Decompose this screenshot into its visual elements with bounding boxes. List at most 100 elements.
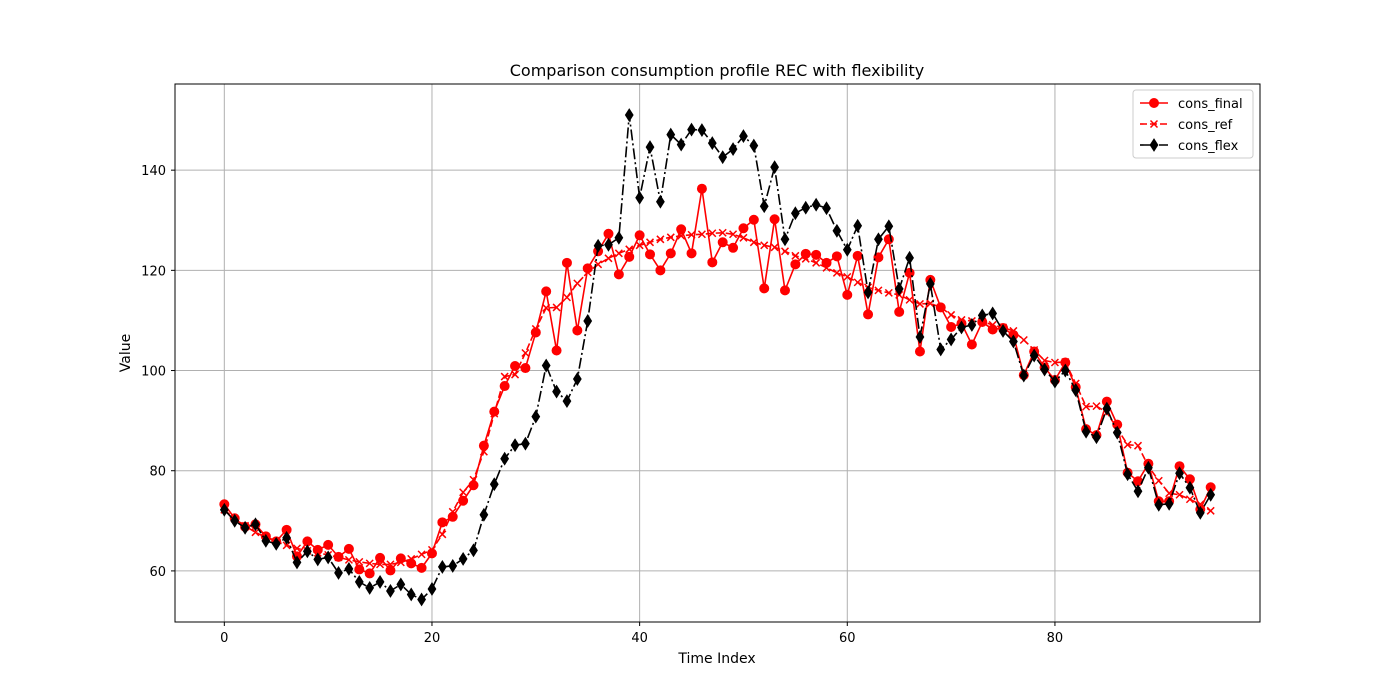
data-point [728, 142, 738, 157]
data-point [832, 223, 842, 238]
y-axis-label: Value [118, 334, 134, 372]
data-point [323, 539, 334, 550]
data-point [1009, 334, 1018, 349]
series-line [223, 231, 1212, 566]
data-point [1175, 466, 1184, 481]
data-point [915, 299, 924, 308]
data-point [542, 303, 551, 312]
data-point [811, 197, 821, 212]
data-point [988, 306, 998, 321]
data-point [551, 345, 562, 356]
data-point [717, 237, 728, 248]
data-point [894, 306, 905, 317]
data-point [500, 372, 509, 381]
data-point [437, 517, 448, 528]
data-point [863, 285, 873, 300]
data-point [966, 339, 977, 350]
data-point [355, 557, 364, 566]
data-point [230, 513, 240, 528]
data-point [354, 574, 364, 589]
data-point [1185, 480, 1195, 495]
data-point [676, 224, 687, 235]
axes-ticks: 0 20 40 60 80 60 80 100 120 140 [141, 164, 1063, 646]
data-point [1082, 402, 1091, 411]
data-point [790, 206, 800, 221]
data-point [728, 242, 739, 253]
legend-label: cons_ref [1178, 118, 1233, 133]
y-tick-label: 80 [149, 465, 166, 480]
legend-marker [1149, 119, 1159, 129]
y-tick-label: 140 [141, 164, 166, 179]
legend-marker [1149, 138, 1159, 152]
data-point [500, 451, 510, 466]
data-point [572, 325, 583, 336]
data-point [1040, 356, 1049, 365]
y-tick-label: 120 [141, 264, 166, 279]
data-point [376, 560, 385, 569]
data-point [417, 592, 426, 607]
data-point [323, 550, 333, 565]
data-point [708, 229, 717, 238]
data-point [240, 520, 250, 535]
data-point [1164, 496, 1174, 511]
data-point [748, 214, 759, 225]
data-point [1050, 358, 1059, 367]
data-point [718, 228, 727, 237]
x-tick-label: 80 [1047, 631, 1064, 646]
data-point [458, 495, 469, 506]
data-point [707, 257, 718, 268]
data-point [531, 324, 540, 333]
data-point [613, 269, 624, 280]
data-point [334, 565, 343, 580]
data-point [510, 438, 520, 453]
data-point [1050, 374, 1060, 389]
data-point [510, 361, 521, 372]
data-point [1112, 425, 1122, 440]
data-point [800, 248, 811, 259]
data-point [947, 310, 956, 319]
data-point [396, 577, 406, 592]
data-point [562, 394, 572, 409]
data-point [437, 559, 447, 574]
data-point [696, 183, 707, 194]
data-point [656, 194, 665, 209]
data-point [469, 475, 478, 484]
data-point [863, 309, 874, 320]
data-point [655, 265, 666, 276]
data-point [791, 251, 800, 260]
data-point [1019, 335, 1028, 345]
data-point [375, 574, 385, 589]
data-point [852, 250, 863, 261]
data-point [448, 507, 457, 516]
data-point [656, 235, 665, 244]
data-point [1081, 424, 1091, 439]
data-point [738, 223, 749, 234]
legend-entries: cons_final cons_ref cons_flex [1140, 97, 1243, 154]
data-point [593, 238, 603, 253]
data-point [801, 200, 811, 215]
data-point [843, 272, 852, 281]
data-point [344, 555, 353, 564]
data-point [583, 314, 593, 328]
data-point [385, 565, 396, 576]
data-point [635, 190, 645, 205]
data-point [292, 555, 302, 570]
x-tick-label: 0 [220, 631, 228, 646]
data-point [511, 370, 520, 379]
data-point [666, 127, 676, 142]
data-point [521, 348, 530, 358]
data-point [561, 257, 572, 268]
data-point [624, 108, 634, 122]
data-point [842, 289, 853, 300]
data-point [458, 551, 468, 566]
data-point [718, 150, 728, 165]
data-point [1133, 441, 1143, 450]
data-point [759, 283, 770, 294]
data-point [479, 507, 489, 522]
data-point [842, 242, 852, 257]
data-point [489, 477, 499, 492]
data-point [416, 562, 427, 573]
data-point [604, 254, 613, 263]
data-point [365, 581, 375, 595]
